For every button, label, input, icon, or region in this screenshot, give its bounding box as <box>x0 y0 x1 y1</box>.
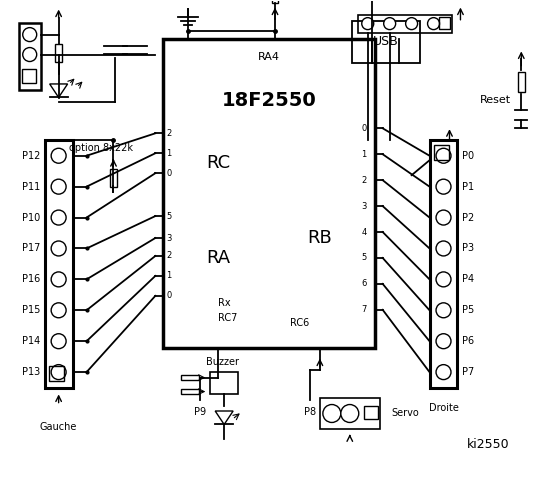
Circle shape <box>436 272 451 287</box>
Text: 1: 1 <box>362 150 367 159</box>
Text: P4: P4 <box>462 275 474 284</box>
Text: 3: 3 <box>166 233 171 242</box>
Bar <box>320 397 380 430</box>
Circle shape <box>51 334 66 348</box>
Circle shape <box>23 28 36 42</box>
Text: Reset: Reset <box>479 96 510 106</box>
Bar <box>49 366 64 381</box>
Text: P5: P5 <box>462 305 474 315</box>
Circle shape <box>436 334 451 348</box>
Text: 1: 1 <box>166 149 171 158</box>
Text: Buzzer: Buzzer <box>206 357 239 367</box>
Circle shape <box>341 405 359 422</box>
Circle shape <box>51 241 66 256</box>
Circle shape <box>23 48 36 61</box>
Text: 2: 2 <box>362 176 367 185</box>
Circle shape <box>436 210 451 225</box>
Bar <box>55 44 62 61</box>
Circle shape <box>384 18 395 30</box>
Text: P13: P13 <box>23 367 41 377</box>
Circle shape <box>51 210 66 225</box>
Circle shape <box>51 303 66 318</box>
Text: P11: P11 <box>23 181 41 192</box>
Text: P10: P10 <box>23 213 41 223</box>
Bar <box>518 72 525 93</box>
Text: 3: 3 <box>361 202 367 211</box>
Text: P3: P3 <box>462 243 474 253</box>
Circle shape <box>436 148 451 163</box>
Text: Gauche: Gauche <box>40 422 77 432</box>
Bar <box>358 15 452 33</box>
Bar <box>430 140 457 387</box>
Text: 4: 4 <box>362 228 367 237</box>
Text: 0: 0 <box>166 291 171 300</box>
Bar <box>272 0 279 3</box>
Text: P2: P2 <box>462 213 474 223</box>
Text: P0: P0 <box>462 151 474 161</box>
Text: 5: 5 <box>362 253 367 263</box>
Text: P16: P16 <box>23 275 41 284</box>
Text: 1: 1 <box>166 271 171 280</box>
Text: P17: P17 <box>22 243 41 253</box>
Text: RC7: RC7 <box>218 313 238 323</box>
Circle shape <box>427 18 440 30</box>
Circle shape <box>436 241 451 256</box>
Text: P9: P9 <box>194 407 206 417</box>
Text: Servo: Servo <box>392 408 419 419</box>
Circle shape <box>51 148 66 163</box>
Circle shape <box>405 18 418 30</box>
Bar <box>439 17 451 29</box>
Text: P12: P12 <box>22 151 41 161</box>
Text: RB: RB <box>307 229 332 247</box>
Text: 7: 7 <box>361 305 367 314</box>
Text: 2: 2 <box>166 129 171 138</box>
Text: RA4: RA4 <box>258 51 280 61</box>
Text: 2: 2 <box>166 252 171 261</box>
Text: 6: 6 <box>361 279 367 288</box>
Bar <box>181 389 199 394</box>
Text: P1: P1 <box>462 181 474 192</box>
Text: 18F2550: 18F2550 <box>222 91 316 110</box>
Text: P14: P14 <box>23 336 41 346</box>
Text: 0: 0 <box>166 168 171 178</box>
Text: P15: P15 <box>22 305 41 315</box>
Text: 5: 5 <box>166 212 171 221</box>
Text: P7: P7 <box>462 367 474 377</box>
Bar <box>434 145 448 160</box>
Circle shape <box>323 405 341 422</box>
Text: RC6: RC6 <box>290 318 310 328</box>
Circle shape <box>436 365 451 380</box>
Text: P8: P8 <box>304 407 316 417</box>
Bar <box>19 23 41 90</box>
Text: P6: P6 <box>462 336 474 346</box>
Circle shape <box>362 18 374 30</box>
Circle shape <box>436 303 451 318</box>
Bar <box>163 38 375 348</box>
Bar <box>364 406 378 420</box>
Bar <box>22 70 36 84</box>
Text: ki2550: ki2550 <box>467 438 509 451</box>
Text: 0: 0 <box>362 124 367 133</box>
Bar <box>210 372 238 394</box>
Text: Droite: Droite <box>429 403 458 412</box>
Text: option 8x22k: option 8x22k <box>69 143 133 153</box>
Bar <box>181 375 199 380</box>
Circle shape <box>51 365 66 380</box>
Circle shape <box>436 179 451 194</box>
Circle shape <box>51 272 66 287</box>
Circle shape <box>51 179 66 194</box>
Text: USB: USB <box>373 35 399 48</box>
Text: Rx: Rx <box>218 298 231 308</box>
Text: RA: RA <box>206 249 230 267</box>
Bar <box>352 21 420 62</box>
Bar <box>45 140 72 387</box>
Text: RC: RC <box>206 154 230 172</box>
Bar <box>110 169 117 187</box>
